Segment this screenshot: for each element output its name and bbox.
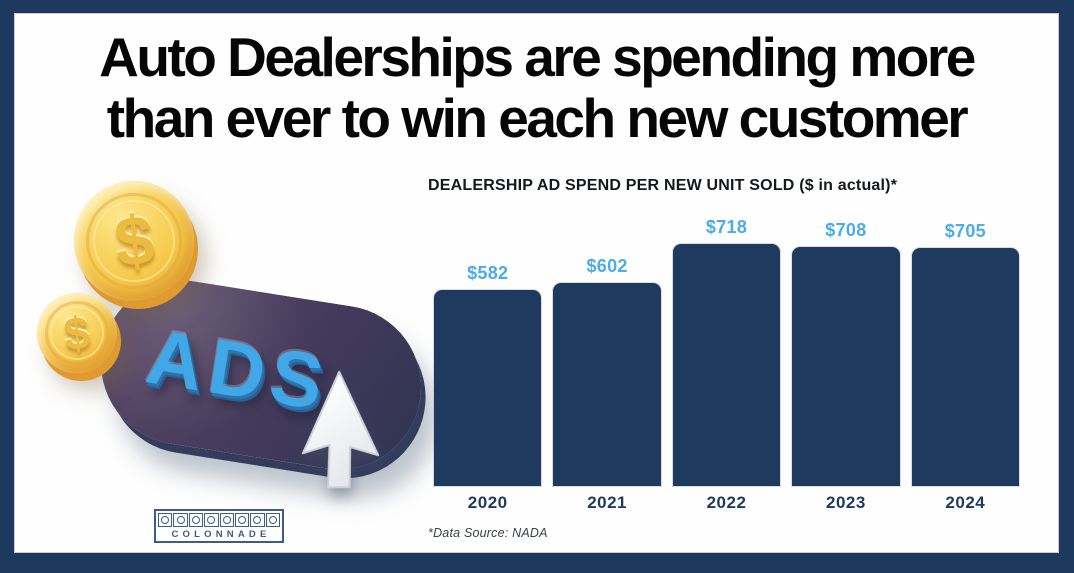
bar-2021 [553, 283, 661, 486]
bar-2020 [434, 290, 542, 486]
logo-column-icon [188, 513, 204, 527]
logo-column-icon [158, 513, 173, 527]
chart-title: DEALERSHIP AD SPEND PER NEW UNIT SOLD ($… [428, 177, 898, 194]
page-title: Auto Dealerships are spending more than … [14, 27, 1059, 149]
bar-column: $708 2023 [792, 195, 900, 515]
dollar-coin-icon: $ [37, 293, 117, 373]
page-title-line2: than ever to win each new customer [106, 87, 969, 149]
dollar-sign: $ [110, 200, 158, 282]
data-source-note: *Data Source: NADA [428, 526, 548, 540]
cursor-arrow-icon [301, 370, 380, 489]
bar-column: $718 2022 [672, 195, 781, 515]
logo-column-icon [265, 513, 280, 527]
x-axis-label-2021: 2021 [587, 493, 628, 512]
ads-illustration: ADS $ $ [14, 173, 454, 533]
logo-column-icon [219, 513, 234, 527]
bar-2022 [672, 244, 781, 486]
logo-column-icon [204, 513, 219, 527]
bar-value-label: $602 [586, 256, 628, 276]
bar-2024 [911, 248, 1020, 486]
logo-colonnade-squares [158, 513, 280, 527]
ads-label: ADS [140, 311, 336, 427]
page-title-line1: Auto Dealerships are spending more [99, 26, 976, 88]
logo-column-icon [234, 513, 250, 527]
x-axis-label-2023: 2023 [826, 493, 866, 512]
x-axis-label-2022: 2022 [706, 493, 747, 512]
bar-column: $705 2024 [911, 195, 1020, 515]
dollar-sign: $ [61, 305, 93, 361]
colonnade-logo: COLONNADE [154, 509, 284, 543]
bar-column: $582 2020 [434, 195, 542, 515]
bar-value-label: $582 [467, 263, 509, 283]
brand-name: COLONNADE [171, 529, 271, 540]
bar-2023 [792, 247, 900, 486]
x-axis-label-2024: 2024 [945, 493, 986, 512]
logo-column-icon [173, 513, 188, 527]
bar-value-label: $705 [944, 221, 986, 241]
bar-value-label: $718 [705, 217, 748, 237]
dollar-coin-icon: $ [74, 181, 194, 301]
logo-column-icon [250, 513, 265, 527]
bar-column: $602 2021 [553, 195, 661, 515]
bar-chart: $582 2020 $602 2021 $718 2022 $708 2023 $705 2024 [434, 195, 1020, 515]
x-axis-label-2020: 2020 [467, 493, 508, 512]
bar-value-label: $708 [825, 220, 867, 240]
infographic-canvas: Auto Dealerships are spending more than … [14, 13, 1059, 553]
